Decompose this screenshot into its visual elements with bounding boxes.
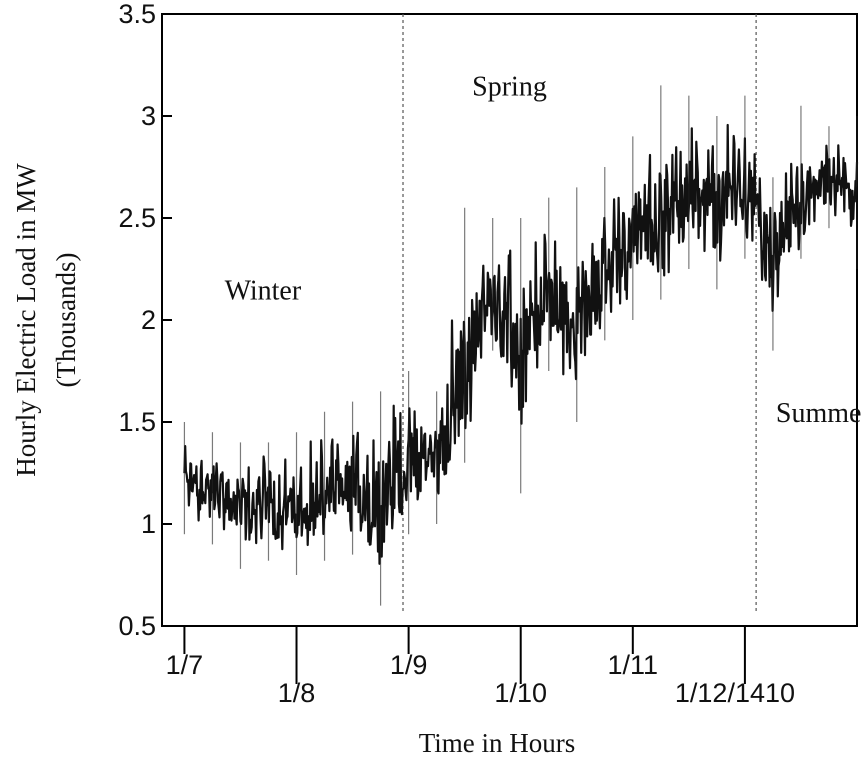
x-axis: 1/7 1/8 1/9 1/10 1/11 1/12/1410 [166,626,795,708]
y-axis-subtitle: (Thousands) [51,253,81,388]
season-dividers [402,14,757,612]
x-tick-label: 1/9 [390,650,428,680]
y-axis-title: Hourly Electric Load in MW [11,163,41,477]
x-tick-label: 1/12/1410 [675,678,795,708]
y-tick-label: 0.5 [118,611,156,641]
season-label: Spring [472,72,547,103]
x-axis-title: Time in Hours [419,728,576,758]
season-label: Winter [225,276,302,307]
load-series [183,85,859,606]
x-tick-label: 1/7 [166,650,204,680]
y-tick-label: 3.5 [118,0,156,29]
season-labels: Winter Spring Summer [225,72,862,429]
y-tick-label: 1 [141,509,156,539]
y-axis: 0.5 1 1.5 2 2.5 3 3.5 [118,0,172,641]
x-tick-label: 1/11 [608,650,659,680]
y-tick-label: 1.5 [118,407,156,437]
season-label: Summer [776,398,862,429]
plot-frame [161,13,858,627]
x-tick-label: 1/8 [278,678,316,708]
x-tick-label: 1/10 [494,678,547,708]
y-tick-label: 2.5 [118,203,156,233]
y-tick-label: 2 [141,305,156,335]
y-tick-label: 3 [141,101,156,131]
